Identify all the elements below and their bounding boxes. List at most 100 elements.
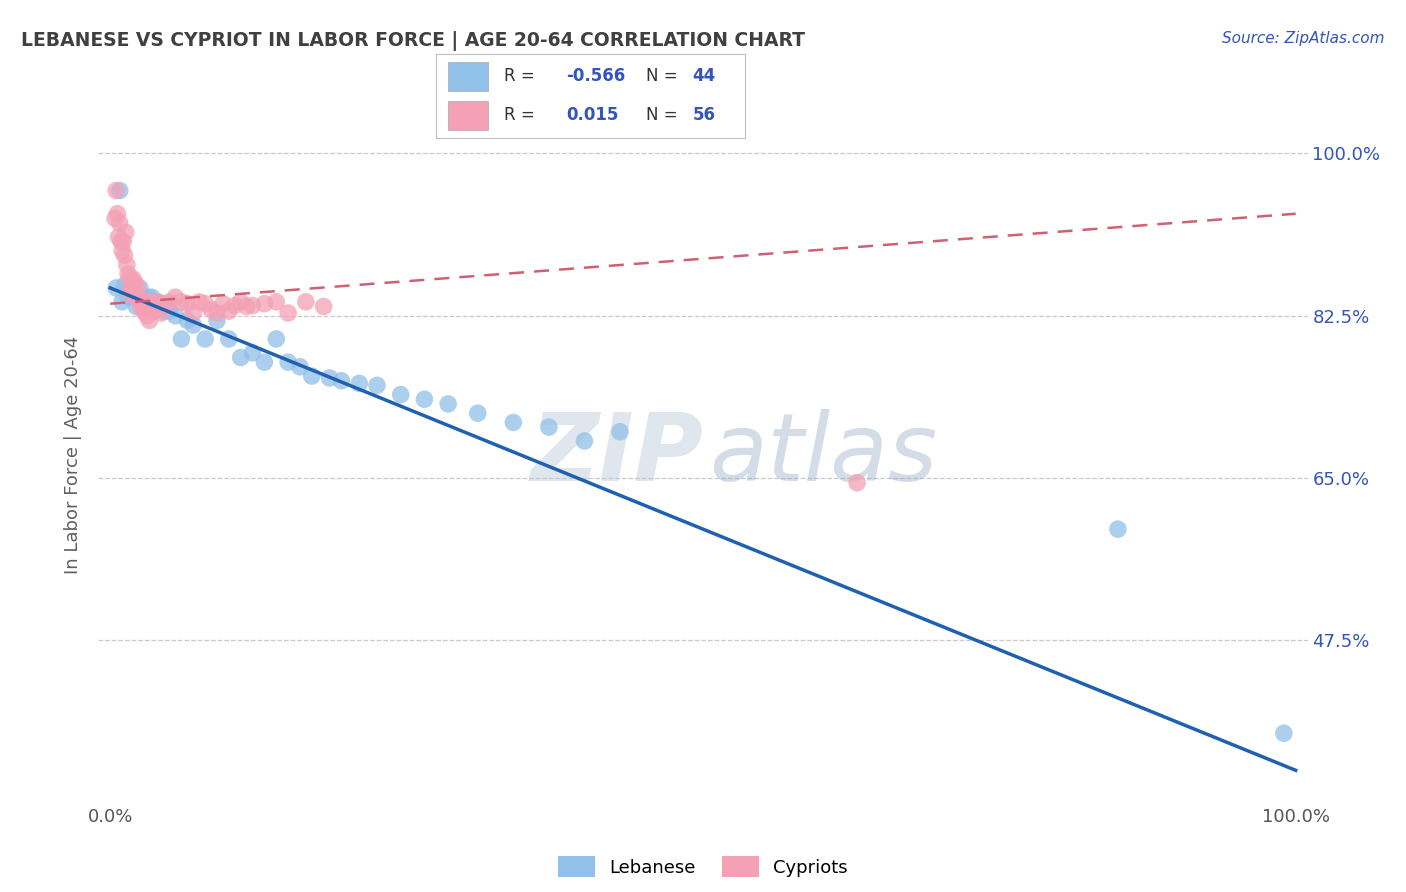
Point [156, 302, 179, 317]
Point [136, 304, 159, 318]
Point [413, 392, 436, 407]
Point [437, 397, 460, 411]
Point [138, 313, 160, 327]
Point [135, 304, 157, 318]
Point [312, 300, 335, 314]
Point [121, 271, 143, 285]
Point [229, 351, 252, 365]
Point [124, 277, 146, 291]
Text: Source: ZipAtlas.com: Source: ZipAtlas.com [1222, 31, 1385, 46]
Point [318, 371, 340, 385]
Point [131, 294, 153, 309]
Point [136, 290, 159, 304]
Point [1272, 726, 1295, 740]
Point [1107, 522, 1129, 536]
Point [117, 267, 139, 281]
Text: N =: N = [647, 68, 678, 86]
Point [141, 294, 163, 309]
FancyBboxPatch shape [449, 101, 488, 130]
Point [277, 355, 299, 369]
Point [135, 300, 157, 314]
Point [277, 306, 299, 320]
Point [129, 294, 152, 309]
Point [253, 296, 276, 310]
Point [146, 294, 169, 309]
Point [194, 332, 217, 346]
Point [200, 302, 222, 317]
Point [347, 376, 370, 391]
Point [132, 304, 155, 318]
Point [141, 290, 163, 304]
Point [188, 294, 211, 309]
Text: R =: R = [503, 68, 534, 86]
Point [136, 309, 159, 323]
Point [165, 309, 187, 323]
Point [253, 355, 276, 369]
Point [153, 296, 176, 310]
FancyBboxPatch shape [449, 62, 488, 91]
Point [129, 281, 152, 295]
Point [205, 306, 228, 320]
Point [264, 294, 287, 309]
Point [121, 285, 143, 300]
Point [104, 211, 127, 226]
Point [110, 235, 132, 249]
Point [159, 304, 181, 318]
Point [128, 290, 150, 304]
Point [330, 374, 353, 388]
Point [181, 306, 204, 320]
Y-axis label: In Labor Force | Age 20-64: In Labor Force | Age 20-64 [65, 335, 83, 574]
Point [218, 332, 240, 346]
Point [159, 294, 181, 309]
Point [176, 313, 198, 327]
Point [143, 304, 166, 318]
Point [467, 406, 489, 420]
Point [295, 294, 318, 309]
Point [537, 420, 560, 434]
Point [132, 294, 155, 309]
Point [121, 281, 143, 295]
Point [117, 290, 139, 304]
Point [118, 271, 141, 285]
Text: N =: N = [647, 106, 678, 124]
Point [224, 299, 246, 313]
Text: atlas: atlas [709, 409, 938, 500]
Point [218, 304, 240, 318]
Point [105, 281, 128, 295]
Point [105, 207, 128, 221]
Point [125, 290, 148, 304]
Point [112, 235, 135, 249]
Point [152, 304, 174, 318]
Point [235, 300, 257, 314]
Point [242, 346, 264, 360]
Point [150, 306, 173, 320]
Point [389, 387, 412, 401]
Point [115, 258, 138, 272]
Point [229, 294, 252, 309]
Point [127, 281, 149, 295]
Legend: Lebanese, Cypriots: Lebanese, Cypriots [551, 849, 855, 884]
Point [114, 248, 136, 262]
Point [107, 230, 129, 244]
Point [170, 332, 193, 346]
Text: ZIP: ZIP [530, 409, 703, 501]
Point [846, 475, 869, 490]
Point [366, 378, 388, 392]
Point [212, 296, 235, 310]
Point [122, 278, 145, 293]
Point [502, 416, 524, 430]
Point [242, 299, 264, 313]
Point [108, 216, 131, 230]
Point [105, 184, 128, 198]
Point [264, 332, 287, 346]
Point [288, 359, 311, 374]
Point [181, 318, 204, 332]
Point [170, 294, 193, 309]
Text: -0.566: -0.566 [565, 68, 626, 86]
Point [120, 285, 142, 300]
Text: R =: R = [503, 106, 534, 124]
Point [574, 434, 596, 448]
Point [301, 369, 323, 384]
Point [125, 300, 148, 314]
Point [176, 296, 198, 310]
